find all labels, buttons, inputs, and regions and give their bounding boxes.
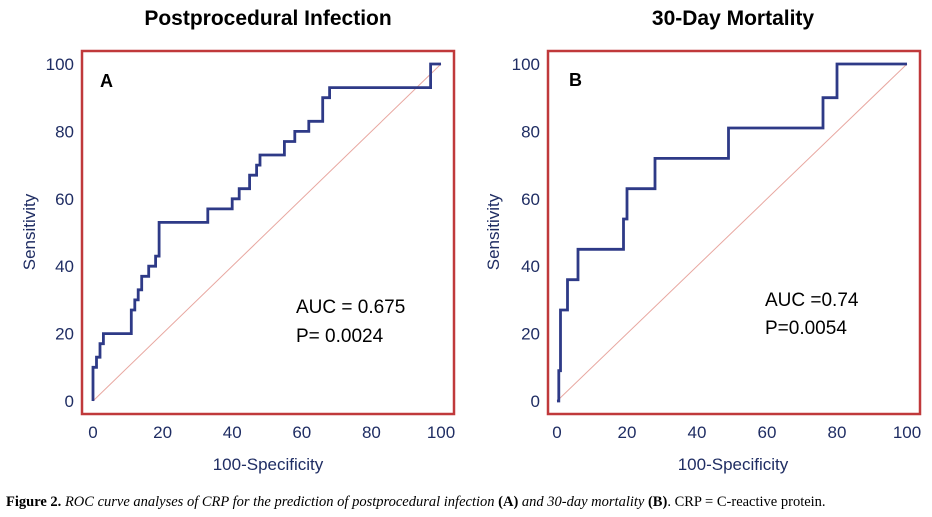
y-tick-label: 0: [531, 392, 540, 411]
x-tick-label: 60: [758, 423, 777, 442]
x-tick-label: 80: [362, 423, 381, 442]
y-tick-label: 40: [55, 257, 74, 276]
caption-ref-a: (A): [498, 494, 519, 510]
y-tick-label: 80: [55, 122, 74, 141]
panel-a-xlabel: 100-Specificity: [213, 455, 324, 474]
panel-b-plot-frame: [546, 49, 922, 416]
y-tick-label: 100: [46, 55, 74, 74]
x-tick-label: 100: [427, 423, 455, 442]
y-tick-label: 0: [65, 392, 74, 411]
y-tick-label: 80: [521, 122, 540, 141]
panel-a-title: Postprocedural Infection: [144, 7, 391, 30]
y-tick-label: 20: [55, 325, 74, 344]
figure-caption: Figure 2. ROC curve analyses of CRP for …: [6, 494, 926, 511]
panel-b-letter: B: [569, 70, 582, 90]
panel-a-reference-line: [92, 63, 442, 402]
caption-text-3: . CRP = C-reactive protein.: [667, 494, 826, 510]
panel-b-p-value: P=0.0054: [765, 318, 847, 339]
y-tick-label: 20: [521, 325, 540, 344]
panel-a-letter: A: [100, 71, 113, 91]
panel-b: 30-Day Mortality Sensitivity 100-Specifi…: [484, 7, 922, 474]
y-tick-label: 60: [55, 190, 74, 209]
x-tick-label: 40: [223, 423, 242, 442]
x-tick-label: 80: [828, 423, 847, 442]
x-tick-label: 20: [153, 423, 172, 442]
caption-text-1: ROC curve analyses of CRP for the predic…: [64, 494, 495, 510]
panel-b-xlabel: 100-Specificity: [678, 455, 789, 474]
x-tick-label: 40: [688, 423, 707, 442]
x-tick-label: 0: [552, 423, 561, 442]
panel-b-ylabel: Sensitivity: [484, 193, 503, 270]
x-tick-label: 20: [618, 423, 637, 442]
caption-ref-b: (B): [647, 494, 668, 510]
panel-a-plot-frame: [80, 49, 456, 416]
panel-a: Postprocedural Infection Sensitivity 100…: [20, 7, 456, 474]
panel-a-roc-curve: [91, 62, 441, 401]
panel-b-title: 30-Day Mortality: [652, 7, 815, 30]
panel-b-y-ticks: 0 20 40 60 80 100: [512, 55, 540, 411]
caption-text-2: and 30-day mortality: [521, 494, 645, 510]
x-tick-label: 100: [893, 423, 921, 442]
y-tick-label: 40: [521, 257, 540, 276]
panel-a-y-ticks: 0 20 40 60 80 100: [46, 55, 74, 411]
panel-b-auc: AUC =0.74: [765, 290, 859, 311]
panel-b-x-ticks: 0 20 40 60 80 100: [552, 423, 921, 442]
panel-a-ylabel: Sensitivity: [20, 193, 39, 270]
panel-a-x-ticks: 0 20 40 60 80 100: [88, 423, 455, 442]
panel-a-auc: AUC = 0.675: [296, 297, 405, 318]
x-tick-label: 0: [88, 423, 97, 442]
x-tick-label: 60: [292, 423, 311, 442]
panel-a-p-value: P= 0.0024: [296, 326, 384, 347]
y-tick-label: 100: [512, 55, 540, 74]
y-tick-label: 60: [521, 190, 540, 209]
panel-b-roc-curve: [557, 62, 907, 403]
panel-b-reference-line: [556, 63, 908, 402]
caption-label: Figure 2.: [6, 494, 62, 510]
